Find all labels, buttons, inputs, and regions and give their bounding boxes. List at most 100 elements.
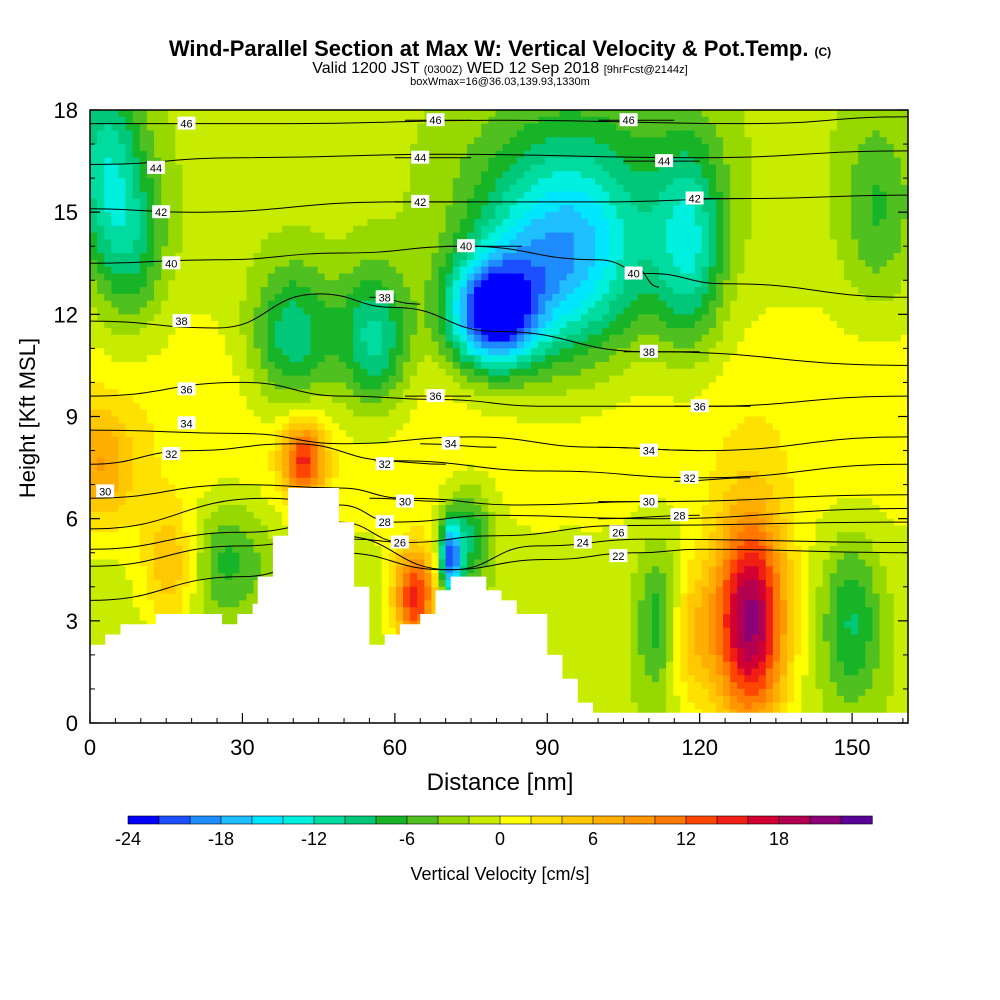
velocity-cell — [139, 368, 148, 377]
velocity-cell — [666, 137, 674, 145]
velocity-cell — [260, 225, 269, 234]
velocity-cell — [111, 334, 120, 343]
velocity-cell — [139, 402, 148, 411]
velocity-cell — [751, 246, 760, 254]
velocity-cell — [381, 314, 390, 322]
velocity-cell — [723, 259, 731, 268]
velocity-cell — [282, 355, 290, 363]
velocity-cell — [466, 327, 475, 336]
velocity-cell — [602, 246, 610, 254]
velocity-cell — [175, 300, 184, 309]
velocity-cell — [381, 157, 390, 166]
velocity-cell — [886, 327, 895, 336]
velocity-cell — [552, 368, 561, 377]
velocity-cell — [239, 273, 248, 281]
velocity-cell — [381, 246, 390, 254]
velocity-cell — [424, 130, 433, 138]
velocity-cell — [139, 239, 148, 247]
velocity-cell — [260, 239, 269, 247]
velocity-cell — [559, 321, 568, 329]
velocity-cell — [900, 205, 908, 213]
velocity-cell — [474, 130, 482, 138]
velocity-cell — [637, 300, 646, 309]
velocity-cell — [431, 280, 440, 288]
velocity-cell — [829, 218, 838, 227]
velocity-cell — [609, 307, 617, 315]
velocity-cell — [203, 212, 212, 220]
velocity-cell — [303, 198, 312, 206]
velocity-cell — [595, 164, 603, 172]
velocity-cell — [274, 130, 283, 138]
velocity-cell — [481, 287, 489, 295]
velocity-cell — [836, 150, 845, 159]
velocity-cell — [466, 171, 475, 179]
velocity-cell — [97, 150, 105, 159]
velocity-cell — [267, 130, 276, 138]
velocity-cell — [538, 368, 546, 377]
velocity-cell — [118, 150, 127, 159]
velocity-cell — [794, 327, 802, 336]
velocity-cell — [111, 110, 120, 118]
velocity-cell — [865, 348, 874, 356]
velocity-cell — [360, 300, 369, 309]
velocity-cell — [829, 150, 838, 159]
velocity-cell — [666, 225, 674, 234]
velocity-cell — [502, 300, 511, 309]
velocity-cell — [666, 280, 674, 288]
velocity-cell — [253, 273, 262, 281]
velocity-cell — [744, 116, 753, 125]
velocity-cell — [680, 362, 689, 370]
velocity-cell — [552, 362, 561, 370]
velocity-cell — [324, 253, 333, 261]
velocity-cell — [395, 273, 404, 281]
velocity-cell — [246, 232, 255, 241]
velocity-cell — [196, 246, 205, 254]
velocity-cell — [331, 389, 340, 397]
velocity-cell — [580, 232, 589, 241]
velocity-cell — [481, 130, 489, 138]
velocity-cell — [516, 273, 525, 281]
velocity-cell — [481, 293, 489, 302]
velocity-cell — [218, 402, 226, 411]
velocity-cell — [552, 232, 561, 241]
velocity-cell — [282, 150, 290, 159]
velocity-cell — [395, 212, 404, 220]
velocity-cell — [282, 178, 290, 186]
velocity-cell — [843, 355, 852, 363]
velocity-cell — [225, 327, 233, 336]
velocity-cell — [168, 198, 176, 206]
velocity-cell — [580, 355, 589, 363]
velocity-cell — [296, 287, 304, 295]
velocity-cell — [132, 259, 141, 268]
velocity-cell — [552, 225, 561, 234]
velocity-cell — [360, 232, 369, 241]
velocity-cell — [538, 212, 546, 220]
velocity-cell — [353, 171, 361, 179]
velocity-cell — [893, 348, 902, 356]
velocity-cell — [495, 334, 504, 343]
velocity-cell — [680, 178, 689, 186]
velocity-cell — [303, 130, 312, 138]
velocity-cell — [794, 123, 802, 132]
velocity-cell — [445, 273, 454, 281]
velocity-cell — [488, 164, 497, 172]
velocity-cell — [267, 355, 276, 363]
velocity-cell — [104, 239, 112, 247]
velocity-cell — [225, 334, 233, 343]
velocity-cell — [139, 321, 148, 329]
velocity-cell — [125, 321, 134, 329]
velocity-cell — [417, 171, 425, 179]
velocity-cell — [289, 218, 297, 227]
velocity-cell — [360, 327, 369, 336]
velocity-cell — [417, 334, 425, 343]
velocity-cell — [566, 144, 575, 152]
velocity-cell — [267, 253, 276, 261]
velocity-cell — [573, 184, 582, 193]
velocity-cell — [523, 287, 532, 295]
velocity-cell — [715, 225, 724, 234]
velocity-cell — [794, 178, 802, 186]
velocity-cell — [779, 314, 788, 322]
velocity-cell — [701, 355, 710, 363]
velocity-cell — [772, 130, 781, 138]
velocity-cell — [381, 382, 390, 390]
